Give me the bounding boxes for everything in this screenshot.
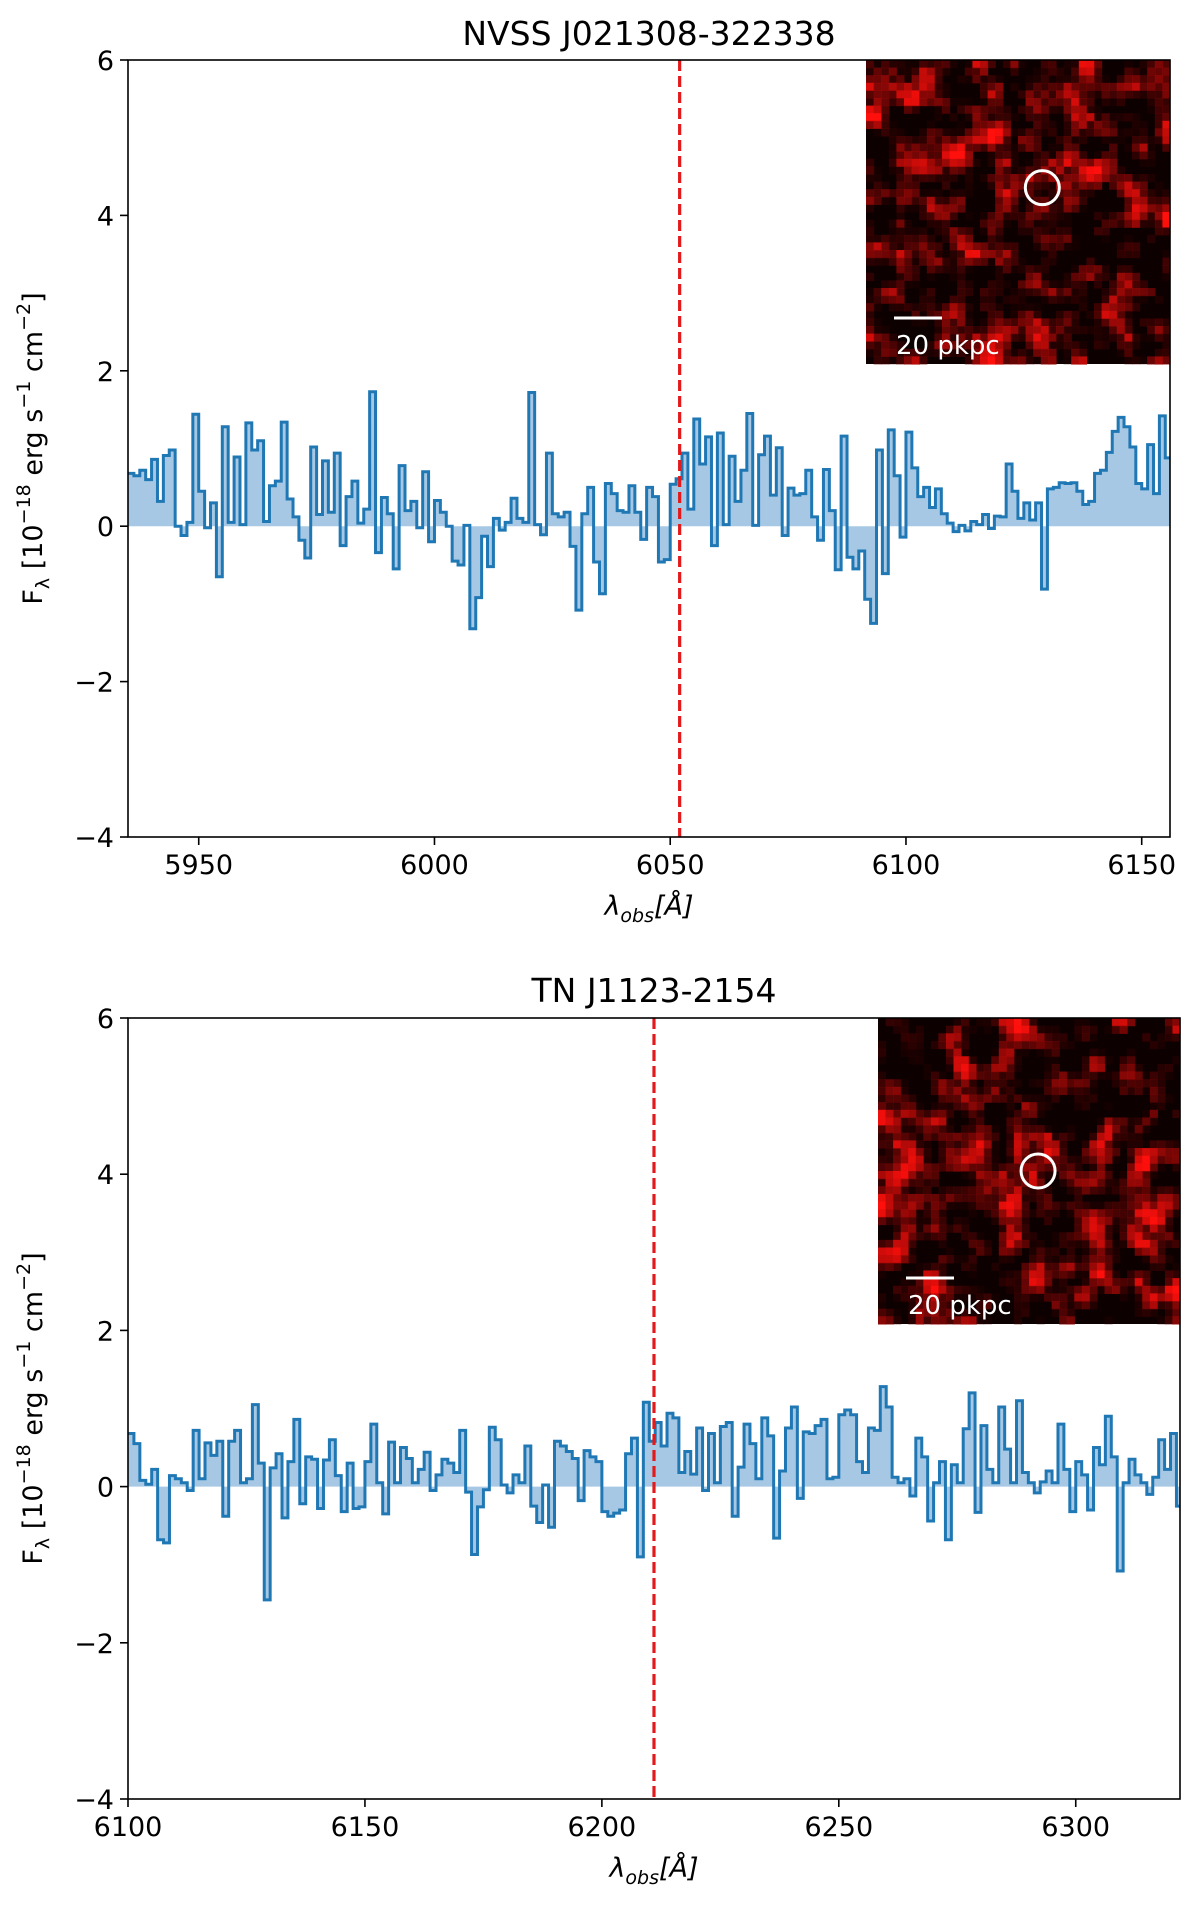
spectrum-panel-top: NVSS J021308-322338 20 pkpc 5950 6000 6050 61…	[13, 14, 1176, 927]
flux-step-line	[128, 1385, 1180, 1602]
chart-title: NVSS J021308-322338	[462, 14, 835, 53]
y-axis-label: Fλ [10−18 erg s−1 cm−2]	[13, 292, 54, 604]
scale-bar-label: 20 pkpc	[896, 331, 1000, 361]
y-tick-label: −2	[74, 668, 114, 699]
narrowband-inset-image	[878, 1018, 1181, 1325]
x-tick-label: 6000	[400, 850, 469, 881]
x-tick-label: 5950	[164, 850, 233, 881]
narrowband-inset-image	[866, 60, 1171, 365]
x-tick-label: 6050	[636, 850, 705, 881]
spectrum-data	[128, 1385, 1180, 1602]
x-tick-label: 6100	[94, 1812, 163, 1843]
spectrum-data	[128, 390, 1170, 631]
x-tick-label: 6250	[804, 1812, 873, 1843]
x-axis-label: λobs[Å]	[602, 890, 693, 927]
y-tick-label: 2	[97, 357, 114, 388]
source-circle-marker	[1019, 1152, 1057, 1190]
scale-bar-label: 20 pkpc	[908, 1291, 1012, 1321]
y-tick-label: 4	[97, 201, 114, 232]
y-tick-label: 6	[97, 46, 114, 77]
x-tick-label: 6200	[568, 1812, 637, 1843]
y-tick-label: 6	[97, 1004, 114, 1035]
x-tick-label: 6150	[331, 1812, 400, 1843]
flux-fill	[128, 391, 1170, 629]
chart-title: TN J1123-2154	[531, 971, 777, 1010]
x-tick-label: 6150	[1107, 850, 1176, 881]
flux-step-line	[128, 390, 1170, 631]
y-tick-label: 0	[97, 1473, 114, 1504]
x-tick-label: 6300	[1041, 1812, 1110, 1843]
spectrum-panel-bottom: TN J1123-2154 20 pkpc 6100 6150 6200 6250 6300…	[13, 971, 1181, 1889]
source-circle-marker	[1023, 169, 1061, 207]
y-tick-label: −4	[74, 823, 114, 854]
x-tick-label: 6100	[872, 850, 941, 881]
y-axis-label: Fλ [10−18 erg s−1 cm−2]	[13, 1252, 54, 1564]
x-axis-label: λobs[Å]	[607, 1852, 698, 1889]
axes-frame	[127, 1017, 1181, 1800]
y-tick-label: 0	[97, 512, 114, 543]
y-tick-label: −4	[74, 1785, 114, 1816]
y-tick-label: 4	[97, 1160, 114, 1191]
y-tick-label: −2	[74, 1629, 114, 1660]
flux-fill	[128, 1386, 1180, 1600]
axes-frame	[127, 59, 1171, 838]
y-tick-label: 2	[97, 1316, 114, 1347]
